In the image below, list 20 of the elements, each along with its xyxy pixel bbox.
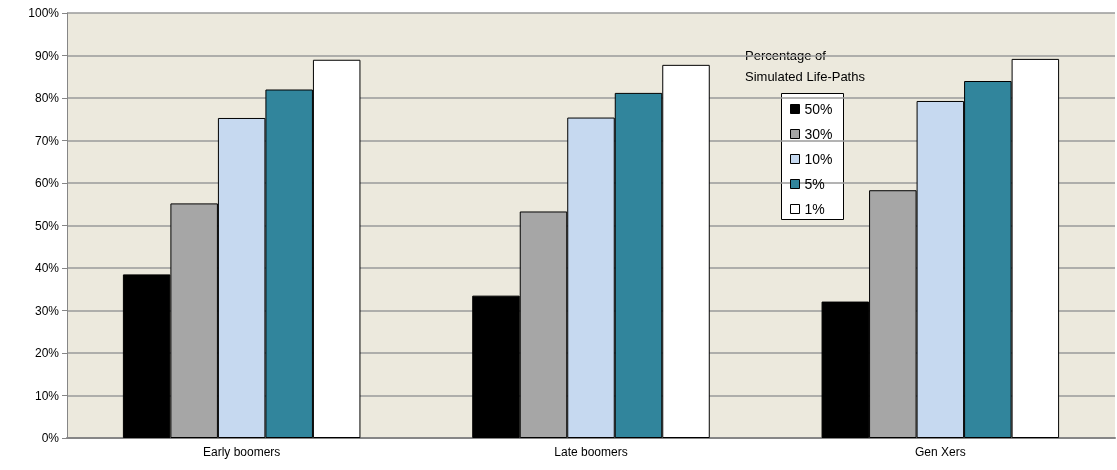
y-tick-label: 40% <box>34 261 60 275</box>
y-tick-label: 0% <box>41 431 60 445</box>
y-tick-label: 60% <box>34 176 60 190</box>
legend-label: 5% <box>804 176 825 192</box>
legend-label: 50% <box>804 101 833 117</box>
y-tick-label: 10% <box>34 388 60 403</box>
y-tick-label: 30% <box>34 303 60 318</box>
legend-label: 1% <box>804 201 825 217</box>
legend-label: 30% <box>804 126 833 142</box>
x-tick-label: Gen Xers <box>914 445 966 459</box>
y-tick-label: 50% <box>34 218 60 233</box>
y-tick-label: 80% <box>34 91 60 105</box>
x-tick-label: Early boomers <box>202 445 281 459</box>
y-tick-label: 20% <box>34 346 60 360</box>
y-tick-label: 90% <box>34 48 60 63</box>
y-tick-label: 100% <box>28 6 60 20</box>
legend-label: 10% <box>804 151 833 167</box>
y-tick-label: 70% <box>34 133 60 148</box>
legend-title: Percentage of Simulated Life-Paths <box>745 48 866 84</box>
x-tick-label: Late boomers <box>554 445 628 459</box>
